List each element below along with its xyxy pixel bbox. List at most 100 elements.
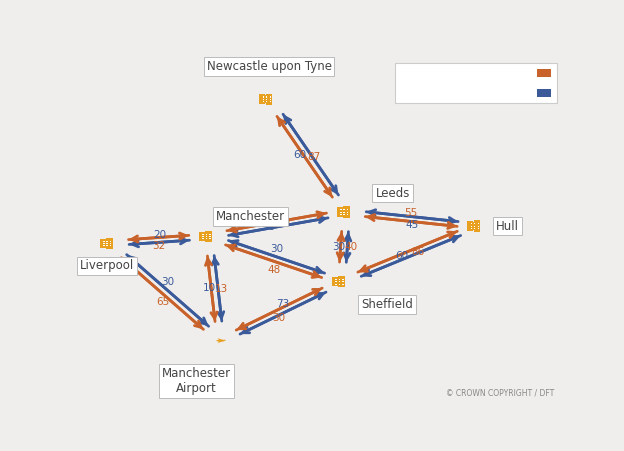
FancyBboxPatch shape [338,278,341,285]
Bar [470,226,472,227]
Bar [343,209,345,210]
FancyBboxPatch shape [338,276,345,287]
Bar [205,234,207,235]
Text: 45: 45 [406,221,419,230]
Text: 20: 20 [153,230,166,239]
Polygon shape [224,339,226,341]
FancyBboxPatch shape [332,277,338,286]
Text: 55: 55 [404,208,418,218]
Text: 86: 86 [412,247,425,257]
Text: 60: 60 [396,251,409,261]
FancyBboxPatch shape [205,231,212,242]
FancyBboxPatch shape [473,222,476,230]
Text: Present fastest time: Present fastest time [401,68,513,78]
Text: 73: 73 [276,299,290,309]
Bar [470,228,472,229]
Bar [395,63,557,103]
Text: 30: 30 [273,313,286,323]
Bar [537,69,551,78]
Bar [270,101,271,102]
Bar [342,279,344,280]
Bar [266,99,268,100]
Text: Manchester: Manchester [216,210,285,223]
Text: 30: 30 [161,277,174,287]
Text: 40: 40 [344,242,358,252]
Text: 30: 30 [262,221,275,232]
Bar [107,243,108,244]
FancyBboxPatch shape [100,239,106,248]
Text: TfN aspirational time: TfN aspirational time [401,86,517,96]
Polygon shape [218,341,222,343]
Bar [266,101,268,102]
Bar [107,245,108,246]
Text: 49: 49 [277,217,291,227]
Bar [335,281,337,282]
Text: Hull: Hull [496,220,519,233]
Text: 13: 13 [215,284,228,294]
Bar [474,228,475,229]
Bar [339,284,340,285]
Text: 32: 32 [152,241,165,251]
Ellipse shape [217,340,225,342]
Text: Newcastle upon Tyne: Newcastle upon Tyne [207,60,331,73]
Text: 87: 87 [307,152,320,162]
Bar [470,223,472,224]
Bar [340,209,341,210]
Bar [347,209,348,210]
Bar [342,281,344,282]
Bar [110,243,112,244]
Bar [342,284,344,285]
FancyBboxPatch shape [337,207,343,217]
Bar [209,234,211,235]
FancyBboxPatch shape [105,239,109,247]
Bar [339,281,340,282]
FancyBboxPatch shape [467,221,474,231]
Text: 48: 48 [267,265,280,275]
FancyBboxPatch shape [343,207,349,218]
Bar [340,214,341,215]
Bar [335,279,337,280]
Bar [263,99,264,100]
Bar [477,223,479,224]
Text: Sheffield: Sheffield [361,298,413,311]
Text: © CROWN COPYRIGHT / DFT: © CROWN COPYRIGHT / DFT [446,388,554,397]
Bar [347,212,348,213]
Bar [340,212,341,213]
Text: 30: 30 [332,242,345,252]
FancyBboxPatch shape [106,238,113,249]
FancyBboxPatch shape [260,95,265,104]
Bar [110,245,112,246]
Text: Liverpool: Liverpool [80,259,134,272]
Bar [343,214,345,215]
Bar [537,88,551,97]
Bar [477,226,479,227]
Bar [103,245,105,246]
Text: Leeds: Leeds [376,187,410,199]
FancyBboxPatch shape [265,95,268,103]
Text: 30: 30 [270,244,283,254]
FancyBboxPatch shape [266,94,272,105]
Bar [202,234,203,235]
Bar [347,214,348,215]
Bar [335,284,337,285]
FancyBboxPatch shape [474,221,480,232]
Polygon shape [218,338,222,341]
Bar [474,223,475,224]
Bar [339,279,340,280]
Bar [103,240,105,242]
Text: 60: 60 [293,150,306,160]
Bar [205,236,207,237]
Bar [477,228,479,229]
Bar [209,236,211,237]
Bar [263,101,264,102]
Bar [343,212,345,213]
Bar [110,240,112,242]
Text: 10: 10 [203,283,216,293]
Bar [474,226,475,227]
Bar [107,240,108,242]
Bar [270,99,271,100]
Bar [103,243,105,244]
Text: 65: 65 [156,297,169,307]
Bar [202,236,203,237]
Text: Manchester
Airport: Manchester Airport [162,367,231,395]
